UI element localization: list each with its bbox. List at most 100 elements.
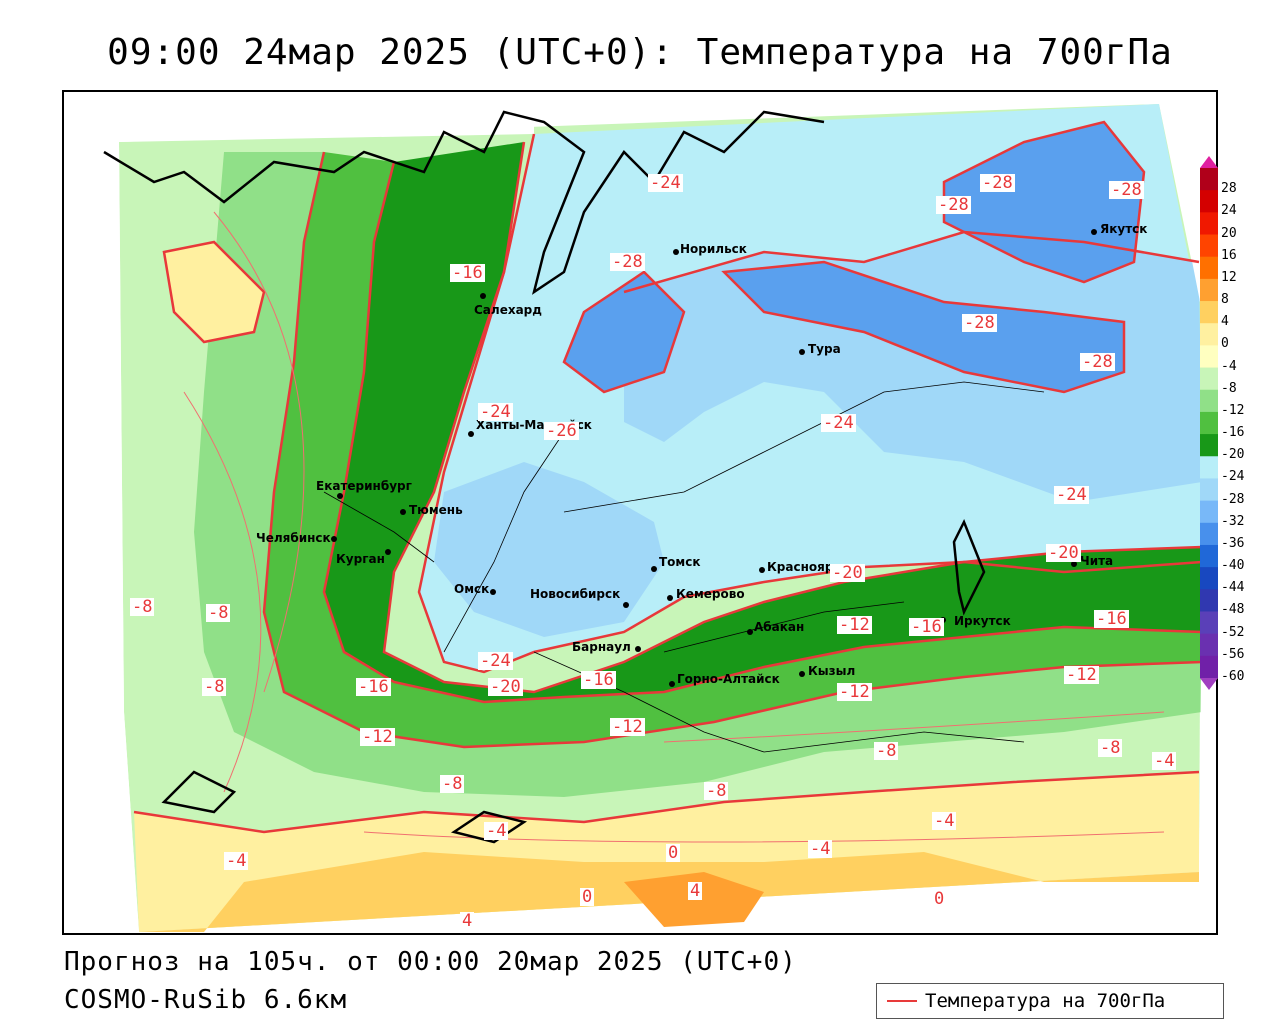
city-label: Тура [808,342,841,356]
colorbar-tick-label: 8 [1221,292,1229,308]
page-title: 09:00 24мар 2025 (UTC+0): Температура на… [107,32,1173,73]
colorbar-swatch [1200,367,1218,391]
city-dot [799,349,805,355]
contour-label: -28 [936,195,971,215]
colorbar-tick-label: -52 [1221,624,1245,640]
city-label: Якутск [1100,222,1148,236]
city-label: Иркутск [954,614,1011,628]
contour-label: -8 [1098,738,1123,758]
city-label: Горно-Алтайск [677,672,780,686]
contour-label: 0 [580,887,595,907]
contour-label: -28 [980,173,1015,193]
contour-label: -28 [1109,180,1144,200]
model-name: COSMO-RuSib 6.6км [64,985,348,1015]
legend-line [887,1000,917,1002]
colorbar [1200,156,1218,690]
contour-label: -28 [1080,352,1115,372]
colorbar-tick-label: 28 [1221,181,1237,197]
contour-label: -24 [478,402,513,422]
contour-label: 0 [666,843,681,863]
colorbar-swatch [1200,611,1218,635]
colorbar-swatch [1200,478,1218,502]
contour-label: -4 [932,811,957,831]
city-label: Томск [659,555,701,569]
contour-label: -8 [874,741,899,761]
colorbar-tick-label: 24 [1221,203,1237,219]
contour-label: -8 [130,597,155,617]
map-canvas [64,92,1216,933]
colorbar-swatch [1200,544,1218,568]
contour-label: -20 [830,563,865,583]
colorbar-swatch [1200,301,1218,324]
city-label: Тюмень [409,503,463,517]
contour-label: -16 [356,677,391,697]
colorbar-tick-label: -40 [1221,558,1245,574]
city-label: Норильск [680,242,747,256]
contour-label: -12 [837,615,872,635]
city-dot [490,589,496,595]
colorbar-swatch [1200,234,1218,258]
contour-label: -28 [610,252,645,272]
contour-label: -20 [1046,543,1081,563]
city-dot [759,567,765,573]
contour-label: -8 [704,781,729,801]
contour-label: -4 [1152,751,1177,771]
city-label: Красноярск [767,560,849,574]
contour-label: -12 [1064,665,1099,685]
legend: Температура на 700гПа [876,983,1224,1019]
contour-label: -20 [488,677,523,697]
city-dot [468,431,474,437]
contour-label: -12 [837,682,872,702]
city-dot [635,646,641,652]
colorbar-swatch [1200,168,1218,191]
city-dot [667,595,673,601]
colorbar-swatch [1200,345,1218,369]
colorbar-tick-label: -24 [1221,469,1245,485]
city-dot [1091,229,1097,235]
colorbar-swatch [1200,278,1218,302]
contour-label: -12 [360,727,395,747]
colorbar-swatch [1200,567,1218,590]
contour-label: -8 [202,677,227,697]
city-label: Челябинск [256,531,331,545]
city-dot [1071,561,1077,567]
contour-label: -8 [206,603,231,623]
colorbar-tick-label: 4 [1221,314,1229,330]
city-dot [799,671,805,677]
city-label: Омск [454,582,490,596]
contour-label: -16 [1094,609,1129,629]
colorbar-tick-label: -16 [1221,425,1245,441]
colorbar-swatch [1200,500,1218,524]
colorbar-swatch [1200,212,1218,236]
colorbar-tick-label: -8 [1221,380,1237,396]
colorbar-swatch [1200,323,1218,346]
contour-label: -26 [544,421,579,441]
contour-label: -12 [610,717,645,737]
contour-label: 0 [932,889,947,909]
colorbar-swatch [1200,655,1218,679]
contour-label: -4 [224,851,249,871]
contour-label: -16 [450,263,485,283]
colorbar-tick-label: -44 [1221,580,1245,596]
contour-label: -8 [440,774,465,794]
contour-label: -28 [962,313,997,333]
city-label: Кызыл [808,664,856,678]
city-label: Барнаул [572,640,631,654]
contour-label: -16 [581,670,616,690]
colorbar-tick-label: -12 [1221,402,1245,418]
city-dot [331,536,337,542]
colorbar-tick-label: 16 [1221,247,1237,263]
city-dot [385,549,391,555]
colorbar-swatch [1200,256,1218,280]
colorbar-tick-label: 20 [1221,225,1237,241]
colorbar-tick-label: -20 [1221,447,1245,463]
colorbar-swatch [1200,389,1218,413]
colorbar-swatch [1200,190,1218,213]
contour-label: 4 [460,911,475,931]
city-dot [651,566,657,572]
city-dot [747,629,753,635]
colorbar-tick-label: -28 [1221,491,1245,507]
city-dot [400,509,406,515]
city-label: Екатеринбург [316,479,412,493]
temperature-map: Норильск Якутск Салехард Тура Ханты-Манс… [62,90,1218,935]
